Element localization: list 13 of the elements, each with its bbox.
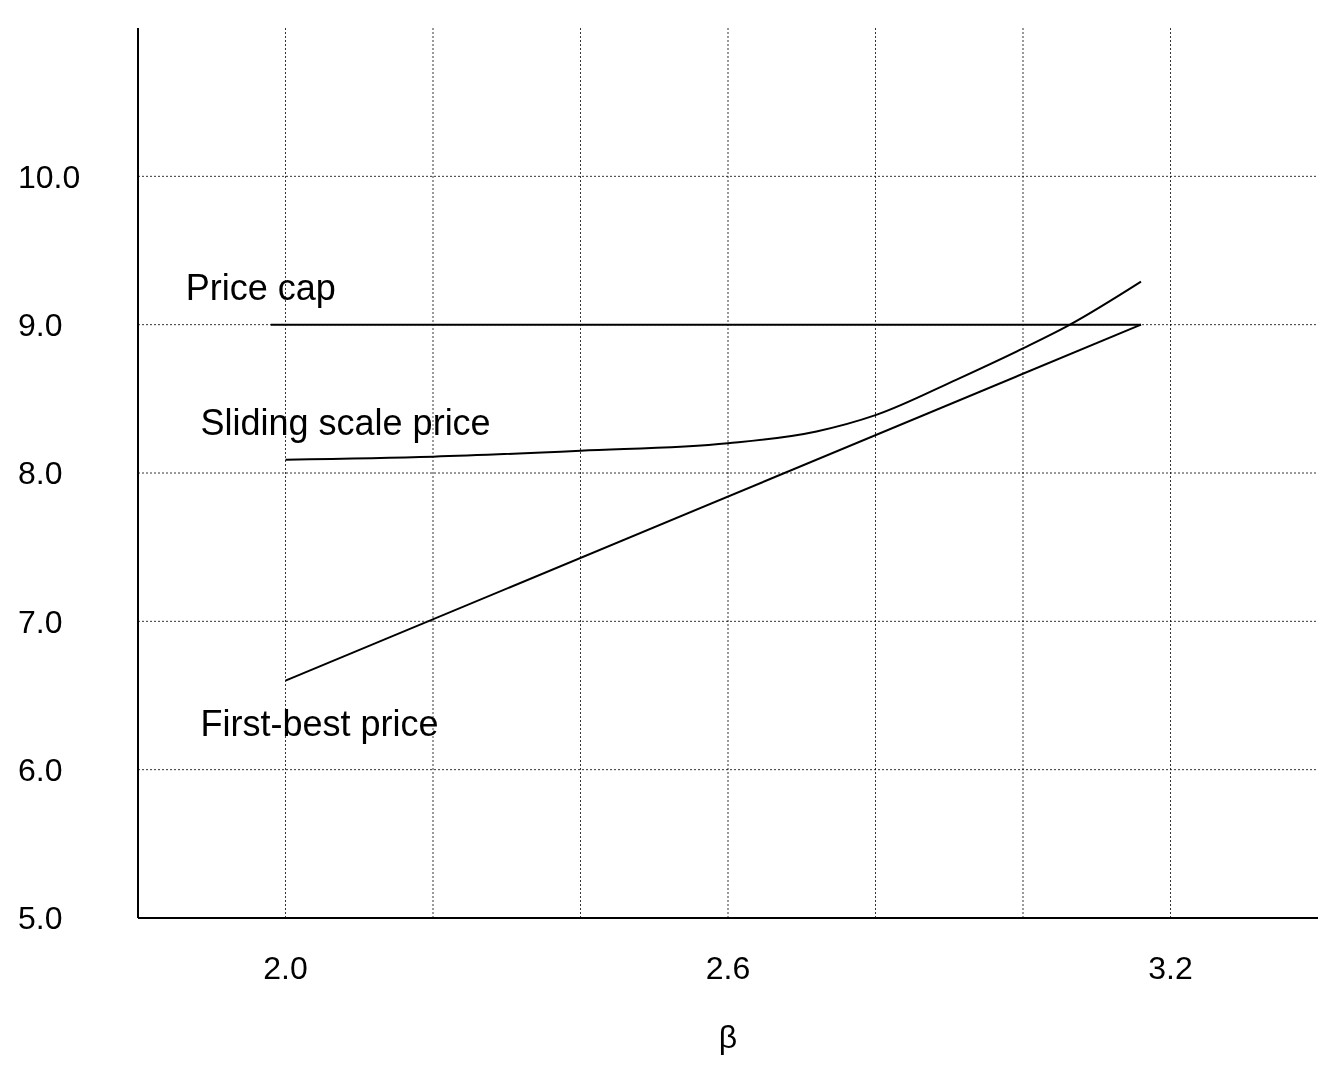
series-label: First-best price xyxy=(200,702,439,744)
series-label: Price cap xyxy=(185,266,336,308)
x-tick-label: 2.6 xyxy=(705,949,751,986)
x-tick-label: 3.2 xyxy=(1148,949,1193,986)
x-tick-label: 2.0 xyxy=(263,949,308,986)
y-tick-label: 10.0 xyxy=(18,158,81,195)
y-tick-label: 9.0 xyxy=(18,307,63,344)
y-tick-label: 6.0 xyxy=(18,752,63,789)
y-tick-label: 5.0 xyxy=(18,900,63,937)
x-axis-title: β xyxy=(718,1019,738,1055)
y-tick-label: 7.0 xyxy=(18,603,63,640)
series-label: Sliding scale price xyxy=(200,401,491,443)
y-tick-label: 8.0 xyxy=(18,455,63,492)
